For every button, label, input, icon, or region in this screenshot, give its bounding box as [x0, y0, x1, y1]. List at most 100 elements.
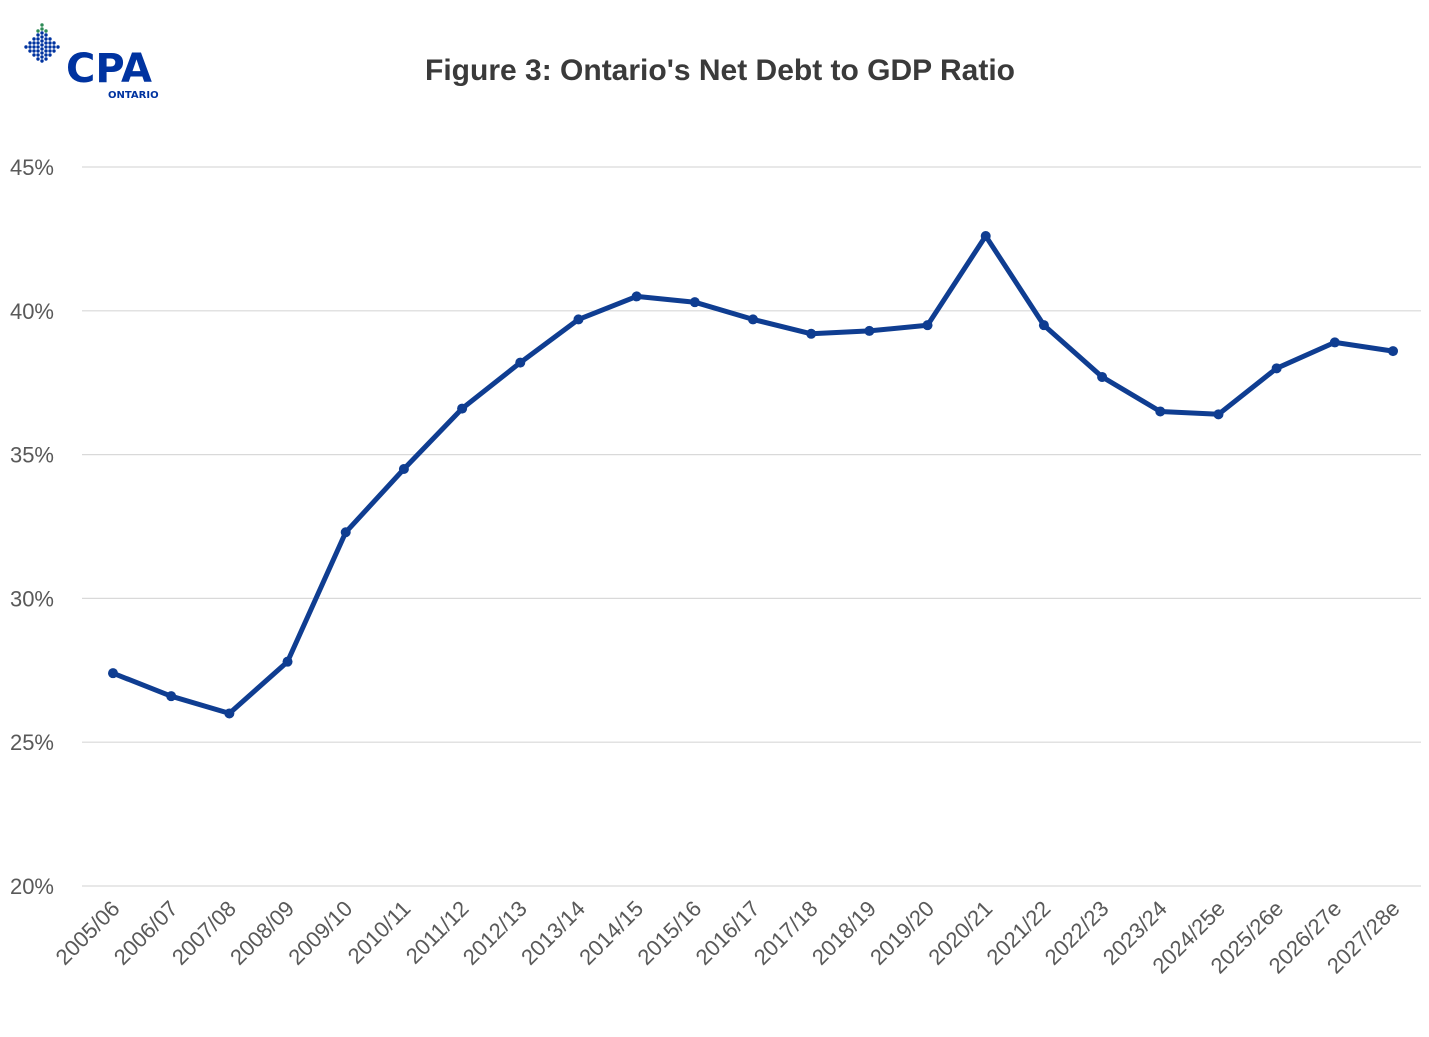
data-point: [922, 320, 933, 331]
logo-name: CPA: [66, 46, 152, 92]
logo-dot: [40, 35, 44, 39]
maple-leaf-icon: [24, 23, 60, 63]
data-point: [631, 291, 642, 302]
logo-dot: [32, 49, 36, 53]
data-point: [1388, 346, 1398, 357]
logo-dot: [48, 45, 52, 49]
logo-dot: [28, 41, 32, 45]
logo-dot: [44, 49, 48, 53]
logo-dot: [52, 41, 56, 45]
data-point: [166, 691, 177, 702]
data-point: [1038, 320, 1049, 331]
logo-dot: [40, 55, 44, 59]
logo-dot: [52, 49, 56, 53]
x-tick-label: 2022/23: [1040, 896, 1114, 970]
logo-dot: [56, 45, 60, 49]
data-point: [108, 668, 118, 679]
logo-dot: [44, 37, 48, 41]
chart-title: Figure 3: Ontario's Net Debt to GDP Rati…: [425, 54, 1015, 87]
x-tick-label: 2017/18: [749, 896, 823, 970]
logo-dot: [44, 45, 48, 49]
x-tick-label: 2014/15: [574, 896, 648, 970]
data-point: [282, 656, 293, 667]
logo-dot: [40, 31, 44, 35]
logo-dot: [40, 27, 44, 31]
data-point: [398, 463, 409, 474]
data-point: [1329, 337, 1340, 348]
data-point: [1271, 363, 1282, 374]
logo-dot: [32, 41, 36, 45]
cpa-logo: CPA ONTARIO: [24, 23, 159, 101]
data-point: [224, 708, 235, 719]
logo-dot: [48, 53, 52, 57]
logo-dot: [36, 53, 40, 57]
data-point: [573, 314, 584, 325]
logo-subname: ONTARIO: [108, 90, 159, 101]
logo-dot: [36, 33, 40, 37]
data-point: [980, 231, 991, 242]
data-point: [1155, 406, 1166, 417]
logo-dot: [28, 45, 32, 49]
logo-dot: [36, 45, 40, 49]
logo-dot: [40, 23, 44, 27]
y-axis-tick-labels: 20% 25% 30% 35% 40% 45%: [10, 155, 54, 899]
x-axis-tick-labels: 2005/062006/072007/082008/092009/102010/…: [51, 896, 1405, 979]
gridlines: [82, 166, 1421, 887]
logo-dot: [36, 37, 40, 41]
data-point: [1097, 371, 1108, 382]
logo-dot: [40, 59, 44, 63]
data-point: [864, 325, 875, 336]
data-point: [515, 357, 526, 368]
data-point: [340, 527, 351, 538]
y-tick-label: 20%: [10, 874, 54, 899]
logo-dot: [48, 37, 52, 41]
logo-dot: [40, 51, 44, 55]
x-tick-label: 2009/10: [283, 896, 357, 970]
logo-dot: [36, 29, 40, 33]
logo-dot: [40, 43, 44, 47]
data-point: [457, 403, 468, 414]
data-point: [689, 297, 700, 308]
logo-dot: [44, 29, 48, 33]
y-tick-label: 25%: [10, 730, 54, 755]
logo-dot: [40, 47, 44, 51]
y-tick-label: 45%: [10, 155, 54, 180]
data-point: [806, 328, 817, 339]
x-tick-label: 2018/19: [807, 896, 881, 970]
logo-dot: [36, 41, 40, 45]
series-layer: [108, 231, 1398, 719]
data-point: [1213, 409, 1224, 420]
logo-dot: [44, 33, 48, 37]
logo-dot: [48, 49, 52, 53]
logo-dot: [28, 49, 32, 53]
x-tick-label: 2012/13: [458, 896, 532, 970]
x-tick-label: 2008/09: [225, 896, 299, 970]
x-tick-label: 2013/14: [516, 896, 590, 970]
y-tick-label: 30%: [10, 586, 54, 611]
x-tick-label: 2007/08: [167, 896, 241, 970]
logo-dot: [40, 39, 44, 43]
logo-dot: [32, 37, 36, 41]
x-tick-label: 2015/16: [632, 896, 706, 970]
y-tick-label: 35%: [10, 443, 54, 468]
logo-dot: [36, 57, 40, 61]
logo-dot: [52, 45, 56, 49]
series-line: [110, 233, 1396, 716]
data-point: [748, 314, 758, 325]
logo-dot: [48, 41, 52, 45]
logo-dot: [44, 53, 48, 57]
logo-dot: [32, 45, 36, 49]
x-tick-label: 2021/22: [982, 896, 1056, 970]
x-tick-label: 2020/21: [923, 896, 997, 970]
logo-dot: [36, 49, 40, 53]
logo-dot: [24, 45, 28, 49]
x-tick-label: 2006/07: [109, 896, 183, 970]
x-tick-label: 2005/06: [51, 896, 125, 970]
logo-dot: [32, 53, 36, 57]
y-tick-label: 40%: [10, 299, 54, 324]
logo-dot: [44, 57, 48, 61]
logo-dot: [44, 41, 48, 45]
x-tick-label: 2016/17: [691, 896, 765, 970]
x-tick-label: 2010/11: [343, 896, 416, 969]
